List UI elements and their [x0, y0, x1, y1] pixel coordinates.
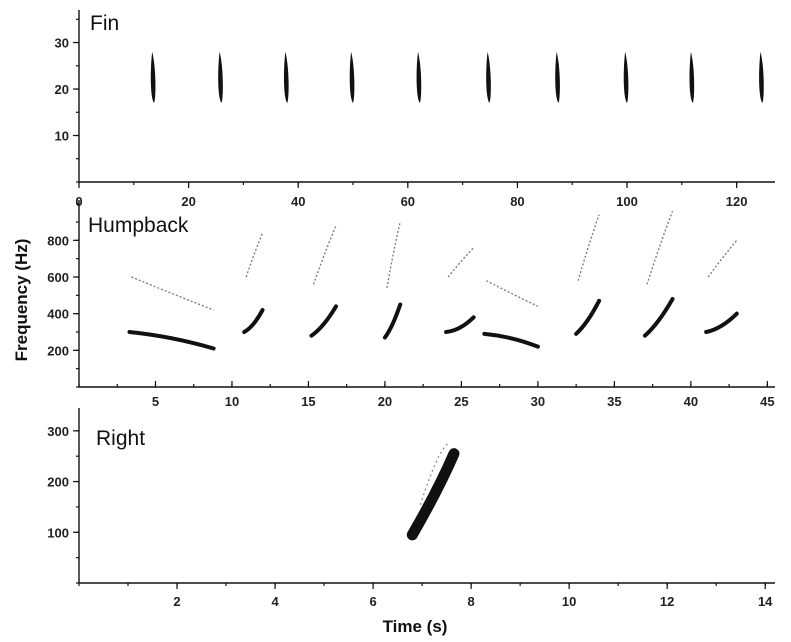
- fin-call-mark: [150, 51, 156, 103]
- panel-title: Fin: [90, 12, 119, 35]
- x-tick-label: 6: [369, 594, 376, 609]
- fin-call-mark: [759, 51, 764, 103]
- fin-call-mark: [689, 51, 695, 103]
- right-upsweep-mark: [406, 448, 460, 541]
- y-tick-label: 400: [47, 307, 69, 322]
- x-tick-label: 60: [401, 194, 415, 209]
- humpback-unit-mark: [382, 302, 403, 340]
- x-tick-label: 8: [467, 594, 474, 609]
- x-tick-label: 10: [562, 594, 576, 609]
- x-tick-label: 30: [531, 394, 545, 409]
- y-tick-label: 20: [55, 82, 69, 97]
- fin-call-mark: [486, 51, 491, 103]
- x-tick-label: 25: [454, 394, 468, 409]
- humpback-unit-mark: [127, 330, 216, 351]
- x-tick-label: 80: [510, 194, 524, 209]
- x-tick-label: 4: [271, 594, 279, 609]
- humpback-unit-mark: [704, 311, 739, 334]
- humpback-unit-mark: [242, 308, 265, 334]
- humpback-harmonic-mark: [646, 210, 674, 285]
- humpback-harmonic-mark: [245, 232, 264, 278]
- humpback-harmonic-mark: [707, 239, 738, 278]
- fin-call-mark: [416, 51, 422, 103]
- humpback-harmonic-mark: [312, 225, 337, 285]
- fin-call-mark: [283, 51, 289, 103]
- x-tick-label: 14: [758, 594, 773, 609]
- y-tick-label: 30: [55, 36, 69, 51]
- panel-title: Humpback: [88, 214, 189, 237]
- x-tick-label: 20: [378, 394, 392, 409]
- y-axis-title: Frequency (Hz): [12, 239, 31, 362]
- x-tick-label: 5: [152, 394, 159, 409]
- x-tick-label: 45: [760, 394, 774, 409]
- humpback-panel: 200 400 600 800 5 10 15 20 25 30 35 40 45 Humpback: [47, 200, 775, 409]
- fin-call-mark: [218, 51, 223, 103]
- x-axis-title: Time (s): [383, 617, 448, 636]
- fin-call-mark: [623, 51, 629, 103]
- y-tick-label: 600: [47, 270, 69, 285]
- x-tick-label: 2: [173, 594, 180, 609]
- y-tick-label: 300: [47, 424, 69, 439]
- y-tick-label: 200: [47, 343, 69, 358]
- y-tick-label: 100: [47, 525, 69, 540]
- x-tick-label: 12: [660, 594, 674, 609]
- x-tick-label: 40: [684, 394, 698, 409]
- humpback-unit-mark: [309, 304, 338, 338]
- humpback-harmonic-mark: [447, 247, 475, 278]
- humpback-harmonic-mark: [386, 221, 401, 289]
- humpback-harmonic-mark: [131, 276, 214, 311]
- humpback-harmonic-mark: [486, 280, 539, 307]
- x-tick-label: 40: [291, 194, 305, 209]
- x-tick-label: 15: [301, 394, 315, 409]
- panel-title: Right: [96, 427, 145, 450]
- x-tick-label: 35: [607, 394, 621, 409]
- fin-call-mark: [349, 51, 355, 103]
- y-tick-label: 800: [47, 233, 69, 248]
- humpback-unit-mark: [642, 297, 675, 338]
- x-tick-label: 120: [726, 194, 748, 209]
- humpback-harmonic-mark: [577, 214, 600, 281]
- y-tick-label: 200: [47, 475, 69, 490]
- y-tick-label: 10: [55, 129, 69, 144]
- fin-call-mark: [555, 51, 560, 103]
- humpback-unit-mark: [574, 298, 602, 336]
- right-harmonic-mark: [419, 443, 449, 505]
- humpback-unit-mark: [444, 315, 476, 334]
- x-tick-label: 10: [225, 394, 239, 409]
- x-tick-label: 20: [181, 194, 195, 209]
- right-panel: 100 200 300 2 4 6 8 10 12 14 Right: [47, 408, 775, 609]
- x-tick-label: 100: [616, 194, 638, 209]
- humpback-unit-mark: [482, 331, 540, 349]
